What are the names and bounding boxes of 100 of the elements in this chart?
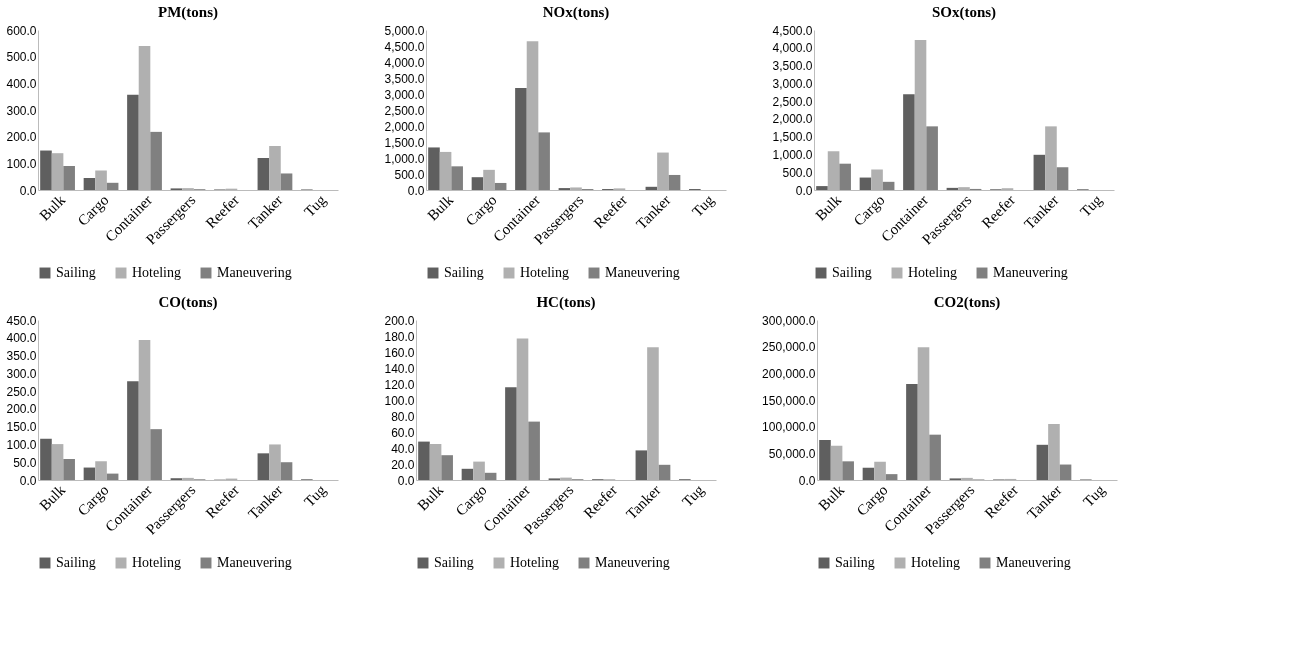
bar [882,181,895,190]
y-tick-label: 2,500.0 [772,94,813,109]
legend-label: Hoteling [520,265,569,280]
y-tick-label: 450.0 [6,313,37,328]
y-tick-label: 0.0 [19,183,37,198]
x-tick-label: Tug [1080,481,1109,510]
bar [150,429,162,480]
y-tick-label: 2,000.0 [384,119,425,134]
y-tick-label: 140.0 [384,361,415,376]
chart-title: CO(tons) [158,294,218,311]
y-tick-label: 0.0 [407,183,425,198]
bar [127,94,139,190]
bar [63,459,75,480]
y-tick-label: 300.0 [6,103,37,118]
y-tick-label: 0.0 [798,473,816,488]
bar [885,474,898,480]
legend-label: Maneuvering [605,265,680,280]
legend-label: Sailing [832,265,872,280]
y-tick-label: 60.0 [391,425,415,440]
legend-label: Hoteling [132,265,181,280]
y-tick-label: 200.0 [384,313,415,328]
y-tick-label: 3,000.0 [772,76,813,91]
bar [816,186,828,190]
y-tick-label: 100.0 [6,437,37,452]
bar [40,150,52,190]
y-tick-label: 500.0 [6,50,37,65]
legend-label: Sailing [444,265,484,280]
bar [538,132,550,190]
y-tick-label: 200.0 [6,402,37,417]
y-tick-label: 180.0 [384,329,415,344]
bar [635,450,648,480]
y-tick-label: 300.0 [6,366,37,381]
x-tick-label: Bulk [812,191,845,224]
y-tick-label: 4,000.0 [772,41,813,56]
legend-label: Sailing [56,555,96,570]
y-tick-label: 4,000.0 [384,55,425,70]
y-tick-label: 2,500.0 [384,103,425,118]
y-tick-label: 120.0 [384,377,415,392]
bar [1059,464,1072,480]
y-tick-label: 100.0 [384,393,415,408]
legend-label: Maneuvering [217,265,292,280]
bar [83,467,96,480]
legend-label: Maneuvering [996,555,1071,570]
y-tick-label: 1,500.0 [384,135,425,150]
y-tick-label: 20.0 [391,457,415,472]
y-tick-label: 0.0 [397,473,415,488]
y-tick-label: 160.0 [384,345,415,360]
legend-label: Hoteling [911,555,960,570]
y-tick-label: 200,000.0 [762,366,816,381]
y-tick-label: 4,500.0 [384,39,425,54]
x-tick-label: Tug [301,191,330,220]
y-tick-label: 150,000.0 [762,393,816,408]
bar [528,421,540,480]
bar [280,173,293,190]
y-tick-label: 500.0 [782,165,813,180]
x-tick-label: Tug [301,481,330,510]
bar [484,472,497,480]
y-tick-label: 2,000.0 [772,112,813,127]
bar [842,461,854,480]
legend-label: Maneuvering [993,265,1068,280]
bar [903,94,915,190]
y-tick-label: 5,000.0 [384,23,425,38]
y-tick-label: 3,500.0 [772,59,813,74]
chart-title: PM(tons) [158,4,218,21]
y-tick-label: 400.0 [6,331,37,346]
y-tick-label: 100,000.0 [762,420,816,435]
bar [257,453,270,480]
chart-title: NOx(tons) [542,4,610,21]
bar [441,455,453,480]
y-tick-label: 50,000.0 [768,446,816,461]
y-tick-label: 1,000.0 [772,147,813,162]
bar [150,131,162,190]
legend-label: Hoteling [510,555,559,570]
y-tick-label: 300,000.0 [762,313,816,328]
bar [1056,167,1069,190]
bar [668,174,681,190]
bar [859,177,872,190]
chart-title: HC(tons) [536,294,596,311]
y-tick-label: 150.0 [6,420,37,435]
x-tick-label: Bulk [414,481,447,514]
bar [906,384,918,480]
x-tick-label: Bulk [36,481,69,514]
y-tick-label: 250.0 [6,384,37,399]
y-tick-label: 50.0 [13,455,37,470]
y-tick-label: 80.0 [391,409,415,424]
bar [819,440,831,480]
bar [428,147,440,190]
legend-label: Hoteling [132,555,181,570]
bar [658,464,671,480]
x-tick-label: Bulk [424,191,457,224]
bar [1033,154,1046,190]
chart-title: CO2(tons) [933,294,1001,311]
y-tick-label: 200.0 [6,130,37,145]
bar [83,178,96,190]
y-tick-label: 250,000.0 [762,340,816,355]
y-tick-label: 0.0 [19,473,37,488]
legend-label: Hoteling [908,265,957,280]
bar [929,434,941,480]
bar [63,166,75,190]
bar [494,182,507,190]
